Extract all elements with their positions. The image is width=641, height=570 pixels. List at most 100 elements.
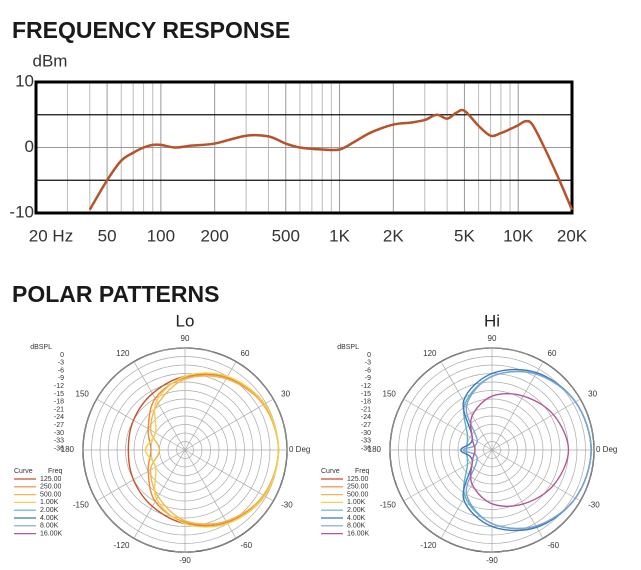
r-tick-label: -33 (54, 438, 64, 445)
legend-label: 16.00K (40, 530, 63, 537)
polar-curve (149, 375, 280, 525)
grid-spoke (184, 398, 274, 451)
legend-label: 1.00K (347, 499, 366, 506)
r-tick-label: -3 (365, 360, 371, 367)
legend-label: 250.00 (40, 484, 62, 491)
r-axis-label: dBSPL (337, 344, 359, 351)
r-tick-label: -12 (54, 383, 64, 390)
theta-tick-label: -30 (588, 501, 600, 510)
x-tick-label: 100 (147, 226, 175, 245)
grid-spoke (133, 449, 186, 539)
x-tick-label: 20 Hz (29, 226, 73, 245)
r-tick-label: -24 (54, 414, 64, 421)
theta-tick-label: -150 (73, 501, 90, 510)
theta-tick-label: 0 Deg (289, 445, 310, 454)
theta-tick-label: 90 (181, 334, 190, 343)
y-tick-label: -10 (9, 202, 34, 221)
r-tick-label: -30 (361, 430, 371, 437)
legend-label: 2.00K (347, 507, 366, 514)
grid-spoke (491, 449, 544, 539)
x-tick-label: 5K (454, 226, 475, 245)
x-tick-label: 2K (383, 226, 404, 245)
legend-label: 8.00K (347, 523, 366, 530)
theta-tick-label: 150 (383, 390, 397, 399)
x-tick-label: 10K (503, 226, 534, 245)
r-tick-label: -6 (58, 367, 64, 374)
r-tick-label: 0 (60, 352, 64, 359)
theta-tick-label: -60 (241, 541, 253, 550)
theta-tick-label: -90 (179, 556, 191, 565)
polar-title: Lo (176, 311, 195, 330)
grid-spoke (491, 449, 581, 502)
legend-header: Freq (355, 468, 370, 475)
polar-curve (460, 368, 592, 532)
section-title: POLAR PATTERNS (12, 281, 219, 307)
theta-tick-label: 150 (76, 390, 90, 399)
legend-header: Curve (321, 468, 340, 475)
x-tick-label: 50 (98, 226, 117, 245)
r-tick-label: -3 (58, 360, 64, 367)
r-tick-label: -15 (54, 391, 64, 398)
r-tick-label: -33 (361, 438, 371, 445)
legend-header: Freq (48, 468, 63, 475)
r-tick-label: -18 (54, 399, 64, 406)
legend-label: 2.00K (40, 507, 59, 514)
grid-spoke (491, 361, 544, 451)
y-tick-label: 0 (25, 137, 34, 156)
theta-tick-label: -120 (420, 541, 437, 550)
theta-tick-label: 90 (488, 334, 497, 343)
r-tick-label: -36 (361, 445, 371, 452)
r-tick-label: -24 (361, 414, 371, 421)
legend-label: 4.00K (40, 515, 59, 522)
r-tick-label: -9 (58, 375, 64, 382)
polar-curve (147, 373, 280, 527)
r-tick-label: -21 (54, 406, 64, 413)
r-tick-label: -6 (365, 367, 371, 374)
plot-frame (34, 80, 574, 215)
grid-spoke (96, 398, 186, 451)
grid-spoke (184, 449, 274, 502)
x-tick-label: 500 (272, 226, 300, 245)
grid-spoke (491, 398, 581, 451)
polar-curve (462, 370, 592, 530)
r-tick-label: -12 (361, 383, 371, 390)
x-tick-label: 20K (557, 226, 588, 245)
legend-label: 500.00 (40, 491, 62, 498)
legend-label: 125.00 (40, 476, 62, 483)
r-tick-label: -27 (361, 422, 371, 429)
polar-title: Hi (484, 311, 500, 330)
theta-tick-label: 120 (116, 349, 130, 358)
legend-label: 4.00K (347, 515, 366, 522)
grid-spoke (96, 449, 186, 502)
polar-curve (144, 372, 280, 528)
r-tick-label: -18 (361, 399, 371, 406)
theta-tick-label: 0 Deg (596, 445, 617, 454)
r-tick-label: -36 (54, 445, 64, 452)
r-axis-label: dBSPL (30, 344, 52, 351)
legend-header: Curve (14, 468, 33, 475)
theta-tick-label: -90 (486, 556, 498, 565)
polar-curve (469, 393, 570, 507)
r-tick-label: -21 (361, 406, 371, 413)
theta-tick-label: 60 (548, 349, 557, 358)
legend-label: 8.00K (40, 523, 59, 530)
theta-tick-label: -60 (548, 541, 560, 550)
x-tick-label: 200 (200, 226, 228, 245)
legend-label: 125.00 (347, 476, 369, 483)
theta-tick-label: 30 (281, 390, 290, 399)
response-curve (88, 108, 574, 211)
grid-spoke (133, 361, 186, 451)
theta-tick-label: 180 (368, 445, 382, 454)
legend-label: 16.00K (347, 530, 370, 537)
theta-tick-label: 120 (423, 349, 437, 358)
legend-label: 1.00K (40, 499, 59, 506)
theta-tick-label: 180 (61, 445, 75, 454)
section-title: FREQUENCY RESPONSE (12, 17, 290, 43)
x-tick-label: 1K (329, 226, 350, 245)
r-tick-label: -9 (365, 375, 371, 382)
theta-tick-label: -150 (380, 501, 397, 510)
r-tick-label: -27 (54, 422, 64, 429)
theta-tick-label: -120 (113, 541, 130, 550)
r-tick-label: -30 (54, 430, 64, 437)
